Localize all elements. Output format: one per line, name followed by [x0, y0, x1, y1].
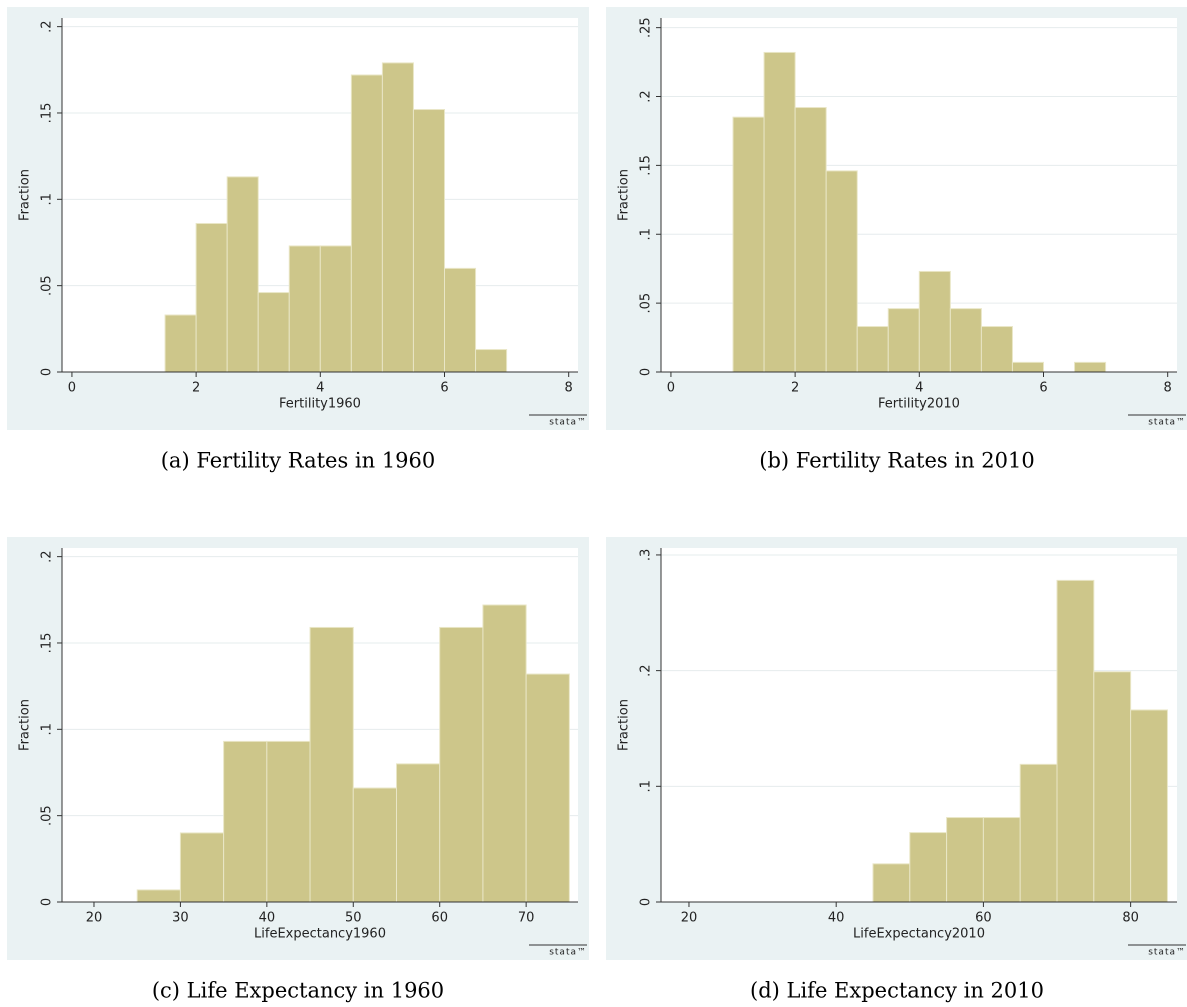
y-tick-label: .05 — [639, 293, 654, 314]
bar — [439, 626, 484, 903]
x-tick-label: 2 — [192, 381, 200, 396]
bar — [226, 176, 259, 373]
x-tick-label: 8 — [1164, 381, 1172, 396]
x-tick-label: 50 — [345, 911, 362, 926]
y-tick-label: .25 — [639, 17, 654, 38]
y-axis-label: Fraction — [18, 699, 33, 751]
bar — [179, 832, 225, 903]
bar — [1093, 671, 1132, 903]
x-axis-label: Fertility2010 — [878, 397, 960, 412]
bar — [980, 326, 1013, 373]
bar — [763, 51, 796, 373]
bar — [825, 170, 858, 373]
x-axis-label: LifeExpectancy2010 — [853, 927, 985, 942]
bar — [887, 308, 920, 373]
bar — [918, 270, 951, 373]
caption: (a) Fertility Rates in 1960 — [161, 449, 436, 473]
bar — [1074, 361, 1107, 373]
y-tick-label: .2 — [40, 20, 55, 32]
logo: stata™ — [1148, 418, 1186, 428]
bar — [195, 222, 228, 373]
bar — [1011, 361, 1044, 373]
y-tick-label: .1 — [40, 193, 55, 205]
y-axis-label: Fraction — [617, 699, 632, 751]
x-tick-label: 40 — [259, 911, 276, 926]
bar — [475, 349, 508, 373]
x-tick-label: 20 — [86, 911, 103, 926]
bar — [872, 863, 911, 903]
bar — [1056, 579, 1095, 903]
bar — [223, 740, 268, 903]
y-tick-label: .15 — [40, 103, 55, 124]
logo: stata™ — [549, 948, 587, 958]
y-tick-label: .2 — [40, 550, 55, 562]
y-tick-label: .05 — [40, 805, 55, 826]
x-tick-label: 60 — [975, 911, 992, 926]
caption: (d) Life Expectancy in 2010 — [750, 979, 1044, 1003]
bar — [412, 109, 445, 373]
bar — [266, 740, 311, 903]
bar — [482, 604, 527, 903]
x-tick-label: 6 — [1039, 381, 1047, 396]
bar — [288, 245, 321, 373]
y-tick-label: .2 — [639, 664, 654, 676]
x-tick-label: 70 — [518, 911, 535, 926]
y-tick-label: .2 — [639, 90, 654, 102]
bar — [443, 267, 477, 373]
bar — [982, 817, 1021, 903]
bar — [1019, 763, 1058, 903]
y-tick-label: .15 — [639, 155, 654, 176]
bar — [1130, 709, 1168, 903]
bar — [309, 626, 354, 903]
y-tick-label: 0 — [40, 898, 55, 906]
x-tick-label: 4 — [915, 381, 923, 396]
bar — [381, 62, 414, 373]
bar — [525, 673, 570, 903]
bar — [319, 245, 352, 373]
x-tick-label: 80 — [1122, 911, 1139, 926]
x-tick-label: 8 — [565, 381, 573, 396]
caption: (c) Life Expectancy in 1960 — [152, 979, 444, 1003]
y-tick-label: .1 — [40, 723, 55, 735]
y-tick-label: .1 — [639, 228, 654, 240]
bar — [352, 787, 397, 903]
bar — [909, 832, 948, 903]
bar — [257, 292, 290, 373]
caption: (b) Fertility Rates in 2010 — [759, 449, 1034, 473]
x-tick-label: 6 — [440, 381, 448, 396]
y-tick-label: .15 — [40, 633, 55, 654]
y-tick-label: 0 — [639, 898, 654, 906]
y-tick-label: 0 — [40, 368, 55, 376]
x-tick-label: 30 — [172, 911, 189, 926]
x-tick-label: 60 — [431, 911, 448, 926]
bar — [946, 817, 984, 903]
bar — [164, 314, 197, 373]
x-tick-label: 0 — [667, 381, 675, 396]
x-tick-label: 0 — [68, 381, 76, 396]
x-tick-label: 4 — [316, 381, 324, 396]
logo: stata™ — [549, 418, 587, 428]
x-axis-label: LifeExpectancy1960 — [254, 927, 386, 942]
bar — [395, 763, 441, 903]
x-tick-label: 2 — [791, 381, 799, 396]
bar — [350, 74, 383, 373]
y-tick-label: 0 — [639, 368, 654, 376]
y-axis-label: Fraction — [18, 169, 33, 221]
y-axis-label: Fraction — [617, 169, 632, 221]
bar — [794, 107, 827, 373]
bar — [136, 889, 181, 903]
bar — [949, 308, 982, 373]
x-axis-label: Fertility1960 — [279, 397, 361, 412]
x-tick-label: 40 — [828, 911, 845, 926]
bar — [732, 116, 765, 373]
logo: stata™ — [1148, 948, 1186, 958]
y-tick-label: .05 — [40, 275, 55, 296]
bar — [856, 326, 889, 373]
x-tick-label: 20 — [681, 911, 698, 926]
y-tick-label: .3 — [639, 549, 654, 561]
y-tick-label: .1 — [639, 780, 654, 792]
